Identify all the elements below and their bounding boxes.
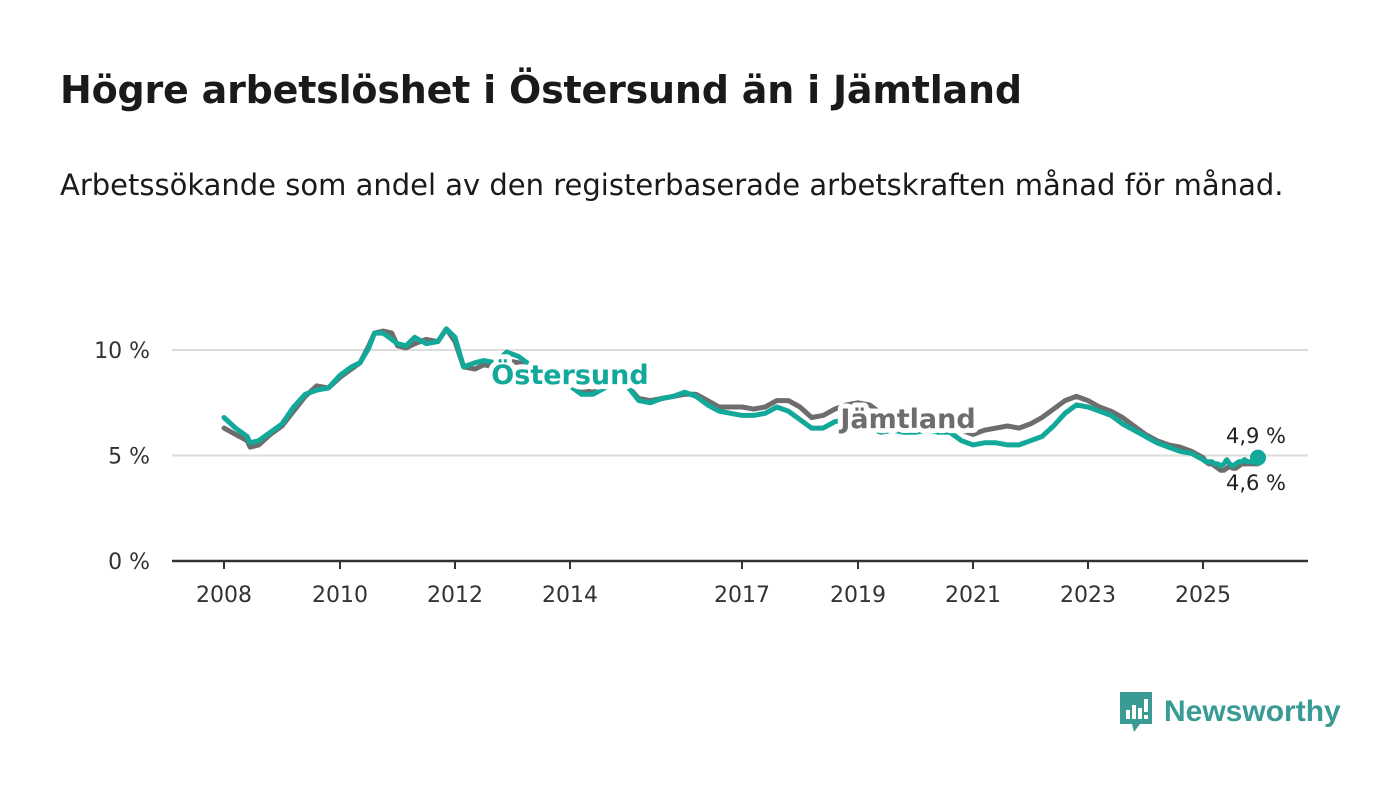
series-end-dot-ostersund bbox=[1250, 449, 1266, 466]
series-label-ostersund: Östersund bbox=[491, 358, 648, 391]
series-line-ostersund bbox=[221, 326, 1261, 469]
x-tick-label: 2025 bbox=[1175, 583, 1231, 608]
gridlines bbox=[172, 349, 1308, 563]
y-tick-label: 10 % bbox=[94, 339, 150, 364]
y-axis-ticks: 0 % 5 % 10 % bbox=[94, 339, 150, 575]
x-tick-label: 2014 bbox=[542, 583, 598, 608]
series-lines bbox=[221, 326, 1266, 473]
newsworthy-logo: Newsworthy bbox=[1118, 690, 1341, 734]
chart-title: Högre arbetslöshet i Östersund än i Jämt… bbox=[60, 68, 1022, 112]
x-tick-label: 2012 bbox=[427, 583, 483, 608]
y-tick-label: 5 % bbox=[108, 445, 150, 470]
x-tick-label: 2019 bbox=[830, 583, 886, 608]
x-tick-label: 2010 bbox=[312, 583, 368, 608]
series-label-ostersund-halo: Östersund bbox=[491, 358, 648, 391]
x-tick-label: 2021 bbox=[945, 583, 1001, 608]
bar-chart-speech-bubble-icon bbox=[1120, 692, 1152, 732]
brand-name: Newsworthy bbox=[1164, 695, 1341, 728]
x-tick-label: 2017 bbox=[714, 583, 770, 608]
chart-subtitle: Arbetssökande som andel av den registerb… bbox=[60, 168, 1284, 202]
x-tick-label: 2008 bbox=[196, 583, 252, 608]
y-tick-label: 0 % bbox=[108, 550, 150, 575]
x-axis-ticks: 2008 2010 2012 2014 2017 2019 2021 2023 2025 bbox=[196, 561, 1231, 608]
end-value-ostersund: 4,9 % bbox=[1226, 424, 1286, 448]
end-value-jamtland: 4,6 % bbox=[1226, 471, 1286, 495]
series-label-jamtland: Jämtland bbox=[838, 404, 975, 435]
x-tick-label: 2023 bbox=[1060, 583, 1116, 608]
series-label-jamtland-halo: Jämtland bbox=[838, 404, 975, 435]
